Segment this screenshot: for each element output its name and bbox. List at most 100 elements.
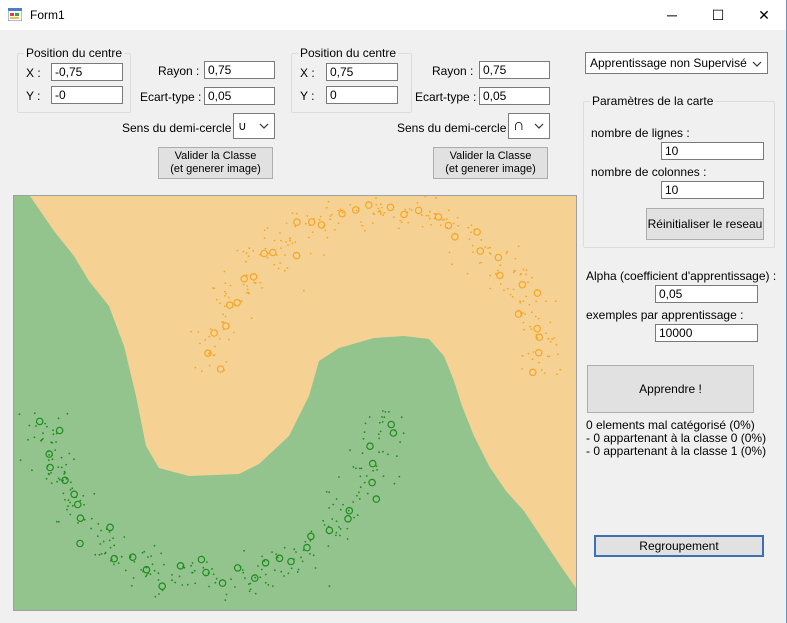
neuron-marker <box>142 565 151 574</box>
neuron-marker <box>389 429 398 437</box>
sample-point <box>506 250 509 253</box>
close-button[interactable]: ✕ <box>758 6 770 23</box>
neuron-marker <box>528 368 537 377</box>
sample-point <box>360 221 362 223</box>
class0-ecart-input[interactable]: 0,05 <box>204 87 275 105</box>
neuron-marker <box>216 365 225 373</box>
validate-label-line1: Valider la Classe <box>449 150 532 162</box>
sample-point <box>322 519 325 522</box>
sample-point <box>218 338 221 340</box>
sample-point <box>249 582 252 585</box>
sample-point <box>556 373 558 376</box>
class1-x-input[interactable]: 0,75 <box>326 63 398 81</box>
maximize-button[interactable]: ☐ <box>711 6 725 23</box>
sens-label: Sens du demi-cercle : <box>397 121 514 135</box>
sample-point <box>306 215 309 217</box>
sample-point <box>328 507 330 509</box>
class0-x-input[interactable]: -0,75 <box>51 63 123 81</box>
sample-point <box>83 518 86 521</box>
sample-point <box>304 540 307 543</box>
sample-point <box>279 262 282 264</box>
learn-button[interactable]: Apprendre ! <box>587 365 754 413</box>
status-misclassified: 0 elements mal catégorisé (0%) <box>586 418 755 432</box>
class1-y-input[interactable]: 0 <box>326 86 398 104</box>
sample-point <box>141 551 144 554</box>
sample-point <box>487 247 489 250</box>
sample-point <box>280 570 283 573</box>
sample-point <box>499 283 502 285</box>
sample-point <box>224 282 227 284</box>
sample-point <box>246 292 248 294</box>
neuron-marker <box>128 553 137 562</box>
sample-point <box>246 285 249 287</box>
sample-point <box>527 352 530 355</box>
sample-point <box>151 563 154 566</box>
sample-point <box>259 281 262 284</box>
rows-input[interactable]: 10 <box>661 142 764 160</box>
sample-point <box>359 486 362 489</box>
sample-point <box>289 237 292 240</box>
sample-point <box>224 315 227 318</box>
sample-point <box>543 372 546 374</box>
class0-sens-select[interactable]: ∪ <box>233 113 275 139</box>
sample-point <box>200 370 203 372</box>
sample-point <box>247 255 250 258</box>
sample-point <box>82 494 85 497</box>
sample-point <box>250 317 253 319</box>
sample-point <box>309 252 312 255</box>
examples-input[interactable]: 10000 <box>655 324 758 342</box>
cols-input[interactable]: 10 <box>661 181 764 199</box>
sample-point <box>327 200 330 203</box>
alpha-input[interactable]: 0,05 <box>655 285 758 303</box>
neuron-marker <box>368 459 377 468</box>
sample-point <box>448 251 451 254</box>
sample-point <box>242 250 245 253</box>
rayon-label: Rayon : <box>158 64 200 78</box>
class1-validate-button[interactable]: Valider la Classe (et generer image) <box>433 147 548 179</box>
minimize-button[interactable]: ─ <box>667 7 677 23</box>
sample-point <box>505 252 508 255</box>
sample-point <box>297 568 300 571</box>
class1-rayon-input[interactable]: 0,75 <box>479 61 550 79</box>
alpha-label: Alpha (coefficient d'apprentissage) : <box>586 269 777 283</box>
sample-point <box>338 476 340 478</box>
sample-point <box>150 555 153 557</box>
sample-point <box>470 224 473 227</box>
reset-network-button[interactable]: Réinitialiser le reseau <box>646 208 764 240</box>
class1-center-group: Position du centre <box>291 46 412 113</box>
sample-point <box>339 534 341 537</box>
sample-point <box>190 330 192 333</box>
class0-validate-button[interactable]: Valider la Classe (et generer image) <box>158 147 273 179</box>
class0-rayon-input[interactable]: 0,75 <box>204 61 275 79</box>
sample-point <box>48 454 50 456</box>
sample-point <box>264 581 267 584</box>
sample-point <box>120 555 123 558</box>
class1-ecart-input[interactable]: 0,05 <box>479 87 550 105</box>
sample-point <box>94 553 97 556</box>
sample-point <box>261 287 263 289</box>
neuron-marker <box>110 554 119 563</box>
sample-point <box>310 530 313 533</box>
sample-point <box>383 212 386 214</box>
sample-point <box>330 213 333 216</box>
sample-point <box>327 545 330 547</box>
sample-point <box>359 475 362 478</box>
ecart-label: Ecart-type : <box>415 90 477 104</box>
sample-point <box>535 300 537 303</box>
class1-sens-select[interactable]: ∩ <box>508 113 550 139</box>
sample-point <box>289 239 291 242</box>
class0-y-input[interactable]: -0 <box>51 86 123 104</box>
sample-point <box>208 585 211 588</box>
sample-point <box>212 354 215 357</box>
regroup-button[interactable]: Regroupement <box>594 535 764 557</box>
sample-point <box>522 268 525 271</box>
sample-point <box>271 585 274 587</box>
sample-point <box>190 564 193 567</box>
group-title: Position du centre <box>24 46 125 60</box>
sample-point <box>140 569 142 571</box>
sample-point <box>489 246 491 249</box>
sample-point <box>296 212 298 215</box>
sample-point <box>312 554 315 557</box>
sample-point <box>480 239 483 241</box>
mode-select[interactable]: Apprentissage non Supervisé <box>585 52 768 74</box>
